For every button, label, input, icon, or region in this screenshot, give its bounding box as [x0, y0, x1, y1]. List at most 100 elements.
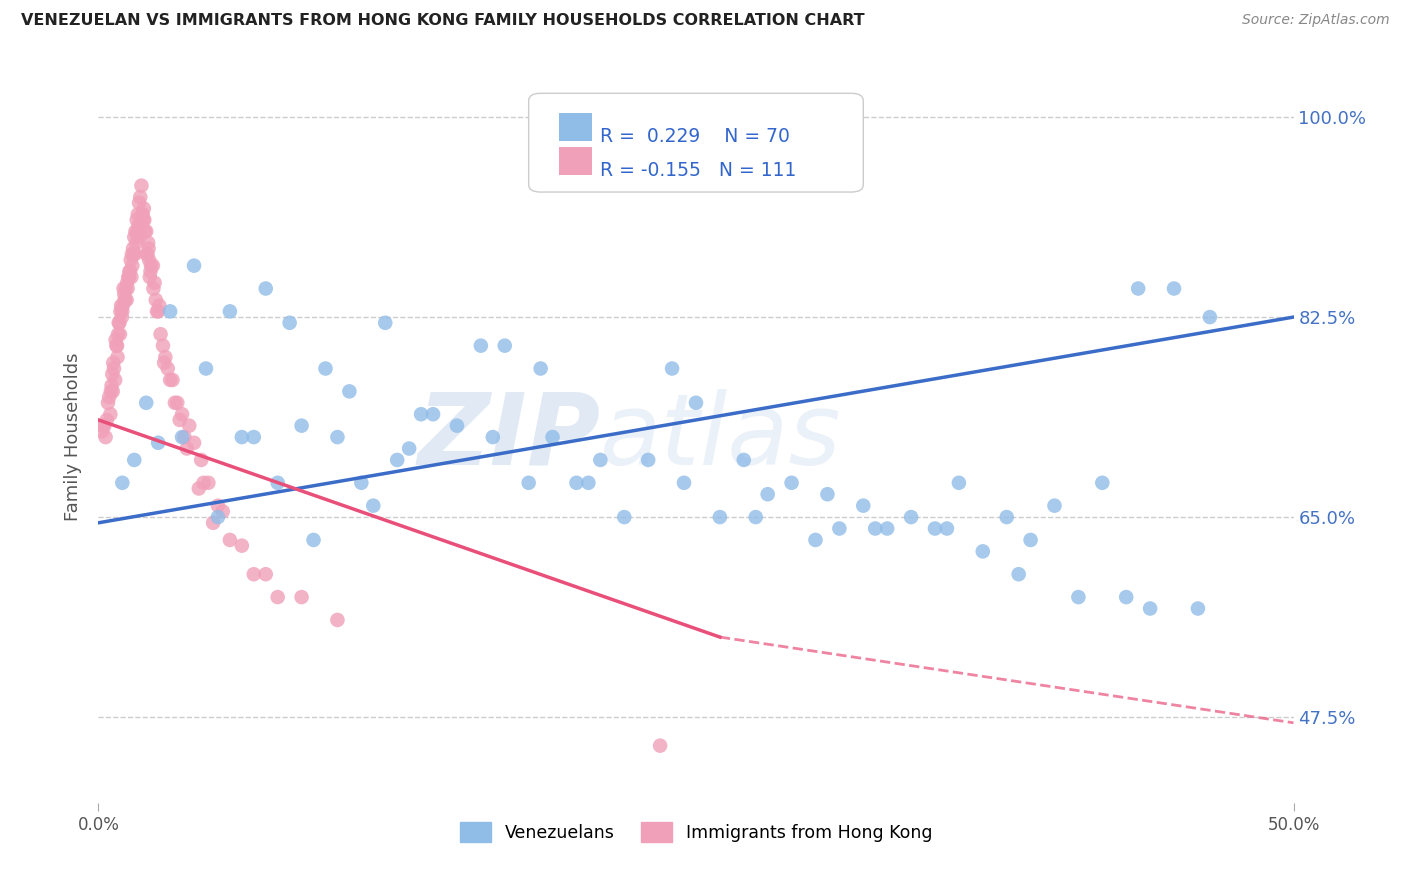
Point	[129, 190, 152, 204]
Point	[121, 247, 143, 261]
Point	[131, 207, 153, 221]
Text: ZIP: ZIP	[418, 389, 600, 485]
Point	[135, 224, 157, 238]
Point	[124, 224, 146, 238]
Point	[127, 207, 149, 221]
Point	[446, 418, 468, 433]
Point	[326, 430, 349, 444]
Point	[139, 270, 162, 285]
Point	[134, 213, 156, 227]
Point	[852, 499, 875, 513]
Point	[169, 413, 191, 427]
Point	[363, 499, 385, 513]
Point	[254, 281, 277, 295]
Point	[139, 259, 162, 273]
Point	[183, 435, 205, 450]
Point	[94, 430, 117, 444]
Point	[159, 373, 181, 387]
Point	[135, 247, 157, 261]
Point	[96, 413, 118, 427]
Point	[326, 613, 349, 627]
Point	[207, 499, 229, 513]
Point	[98, 407, 122, 421]
Point	[128, 230, 150, 244]
Point	[865, 521, 887, 535]
Point	[114, 293, 136, 307]
Point	[162, 373, 184, 387]
Point	[197, 475, 219, 490]
Point	[219, 304, 242, 318]
Point	[817, 487, 839, 501]
Point	[117, 270, 139, 285]
Point	[142, 259, 165, 273]
Point	[152, 338, 174, 352]
Point	[385, 453, 409, 467]
Point	[876, 521, 898, 535]
Point	[138, 242, 160, 256]
Point	[541, 430, 564, 444]
Point	[124, 230, 146, 244]
Point	[709, 510, 731, 524]
Point	[117, 281, 139, 295]
Point	[1187, 601, 1209, 615]
Point	[176, 442, 198, 456]
Point	[120, 252, 142, 267]
Point	[685, 396, 707, 410]
Point	[153, 356, 176, 370]
Point	[195, 361, 218, 376]
Point	[350, 475, 373, 490]
Point	[374, 316, 396, 330]
Text: Source: ZipAtlas.com: Source: ZipAtlas.com	[1241, 13, 1389, 28]
Point	[589, 453, 612, 467]
Point	[163, 396, 186, 410]
Point	[1115, 590, 1137, 604]
Point	[128, 195, 150, 210]
Point	[398, 442, 420, 456]
Point	[104, 373, 127, 387]
Point	[231, 430, 253, 444]
Point	[1067, 590, 1090, 604]
Point	[136, 235, 159, 250]
Point	[173, 430, 195, 444]
Point	[129, 219, 152, 233]
Point	[114, 293, 136, 307]
Text: atlas: atlas	[600, 389, 842, 485]
Point	[924, 521, 946, 535]
Point	[100, 378, 122, 392]
Point	[98, 390, 121, 404]
Point	[207, 510, 229, 524]
Point	[111, 310, 134, 324]
Point	[112, 281, 135, 295]
Point	[107, 327, 129, 342]
Point	[125, 235, 148, 250]
Point	[110, 304, 132, 318]
Point	[100, 384, 122, 399]
Point	[143, 276, 166, 290]
Point	[470, 338, 492, 352]
Point	[650, 739, 672, 753]
Point	[101, 384, 124, 399]
Point	[1128, 281, 1150, 295]
Point	[202, 516, 225, 530]
Point	[122, 247, 145, 261]
Point	[190, 453, 212, 467]
Point	[494, 338, 516, 352]
Point	[131, 178, 153, 193]
Text: VENEZUELAN VS IMMIGRANTS FROM HONG KONG FAMILY HOUSEHOLDS CORRELATION CHART: VENEZUELAN VS IMMIGRANTS FROM HONG KONG …	[21, 13, 865, 29]
Point	[103, 361, 125, 376]
Point	[104, 333, 127, 347]
Point	[111, 475, 134, 490]
Point	[1199, 310, 1222, 324]
Point	[118, 264, 141, 278]
Point	[482, 430, 505, 444]
Point	[291, 418, 314, 433]
Point	[132, 202, 155, 216]
Point	[148, 304, 170, 318]
Point	[267, 475, 290, 490]
Point	[118, 264, 141, 278]
Point	[291, 590, 314, 604]
Point	[302, 533, 325, 547]
Point	[780, 475, 803, 490]
Text: R =  0.229    N = 70: R = 0.229 N = 70	[600, 127, 790, 146]
Point	[231, 539, 253, 553]
